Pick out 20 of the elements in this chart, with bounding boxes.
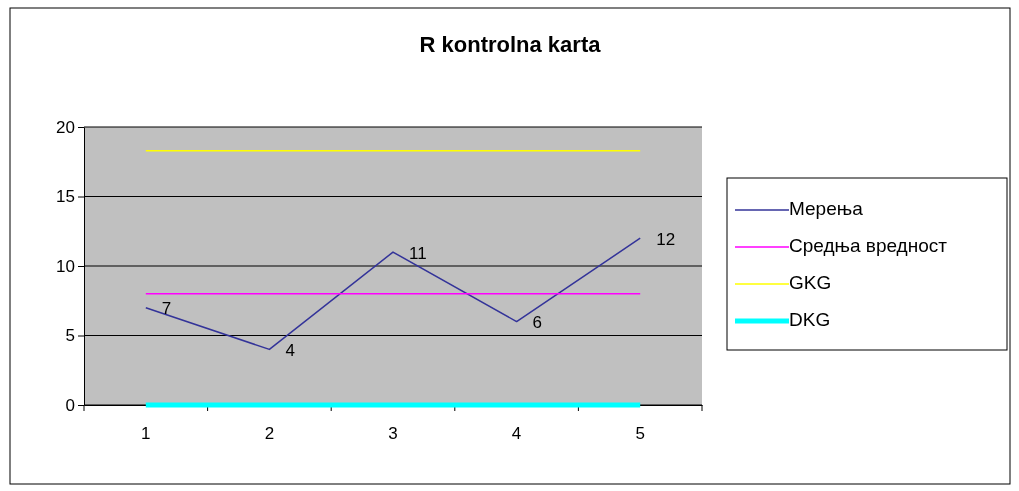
- legend-label: Средња вредност: [789, 235, 948, 257]
- y-tick-label: 20: [56, 117, 75, 137]
- legend-label: Мерења: [789, 198, 864, 220]
- y-tick-label: 5: [65, 326, 75, 346]
- data-label: 11: [409, 243, 427, 263]
- x-tick-label: 1: [141, 424, 151, 444]
- chart-title: R kontrolna karta: [419, 32, 602, 57]
- data-label: 12: [656, 229, 676, 249]
- data-label: 4: [285, 340, 295, 360]
- y-tick-label: 0: [65, 395, 75, 415]
- x-tick-label: 5: [635, 424, 645, 444]
- x-tick-label: 3: [388, 424, 398, 444]
- legend-label: DKG: [789, 309, 831, 331]
- legend-label: GKG: [789, 272, 832, 294]
- x-tick-label: 4: [511, 424, 522, 444]
- data-label: 6: [532, 313, 543, 333]
- data-label: 7: [161, 299, 172, 319]
- y-tick-label: 10: [56, 256, 75, 276]
- x-tick-label: 2: [264, 424, 275, 444]
- y-tick-label: 15: [56, 187, 75, 207]
